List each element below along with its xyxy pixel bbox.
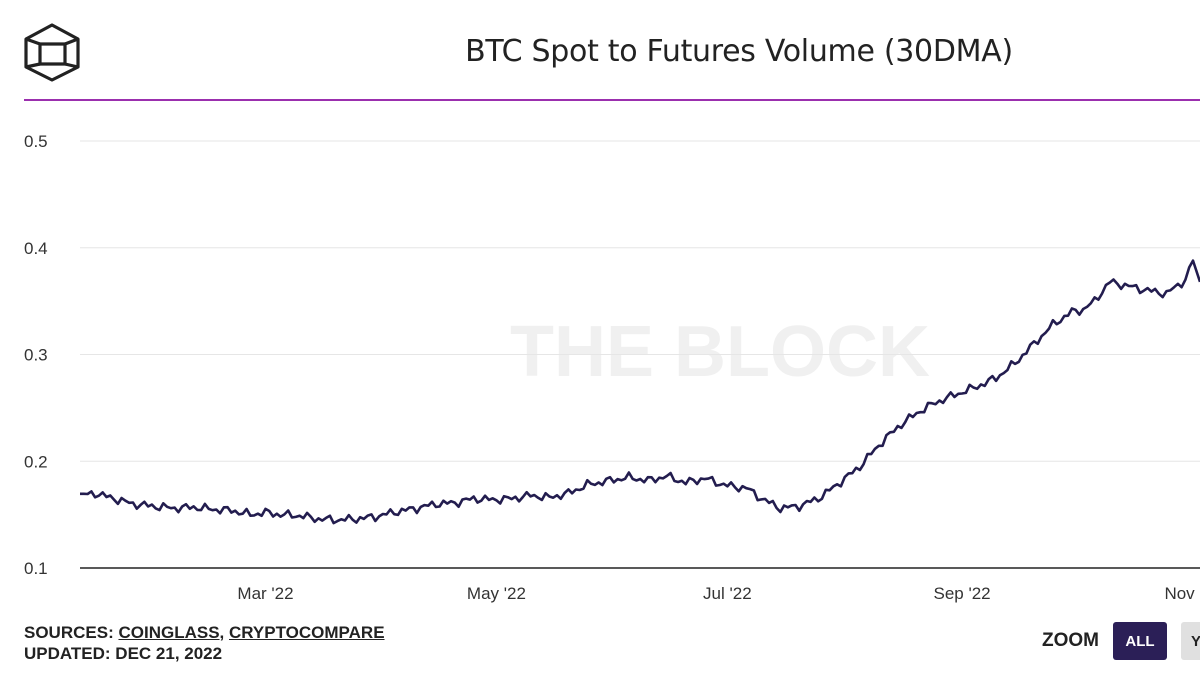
x-tick-label: Sep '22 (934, 584, 991, 603)
series-line (80, 259, 1200, 525)
chart-footer: SOURCES: COINGLASS, CRYPTOCOMPARE UPDATE… (24, 622, 385, 664)
source-link-cryptocompare[interactable]: CRYPTOCOMPARE (229, 623, 385, 642)
y-tick-label: 0.1 (24, 559, 48, 578)
line-chart[interactable]: THE BLOCK 0.1 0.2 0.3 0.4 0.5 Mar '22 May '22 Ju… (0, 110, 1200, 610)
sources-label: SOURCES: (24, 623, 114, 642)
chart-title: BTC Spot to Futures Volume (30DMA) (465, 34, 1013, 69)
zoom-ytd-button[interactable]: YTD (1181, 622, 1200, 660)
x-tick-label: Nov '22 (1164, 584, 1200, 603)
zoom-all-button[interactable]: ALL (1113, 622, 1167, 660)
y-tick-label: 0.4 (24, 239, 48, 258)
updated-date: UPDATED: DEC 21, 2022 (24, 644, 223, 663)
x-tick-label: Jul '22 (703, 584, 752, 603)
the-block-cube-logo (24, 23, 80, 82)
x-tick-label: May '22 (467, 584, 526, 603)
zoom-label: ZOOM (1042, 630, 1099, 651)
x-tick-label: Mar '22 (237, 584, 293, 603)
y-tick-label: 0.5 (24, 132, 48, 151)
watermark: THE BLOCK (510, 312, 930, 392)
y-tick-label: 0.3 (24, 346, 48, 365)
zoom-controls: ZOOM ALL YTD (1042, 622, 1200, 660)
sources-separator: , (219, 623, 225, 642)
y-tick-label: 0.2 (24, 452, 48, 471)
title-divider (24, 99, 1200, 101)
sources-line: SOURCES: COINGLASS, CRYPTOCOMPARE (24, 622, 385, 643)
source-link-coinglass[interactable]: COINGLASS (118, 623, 220, 642)
